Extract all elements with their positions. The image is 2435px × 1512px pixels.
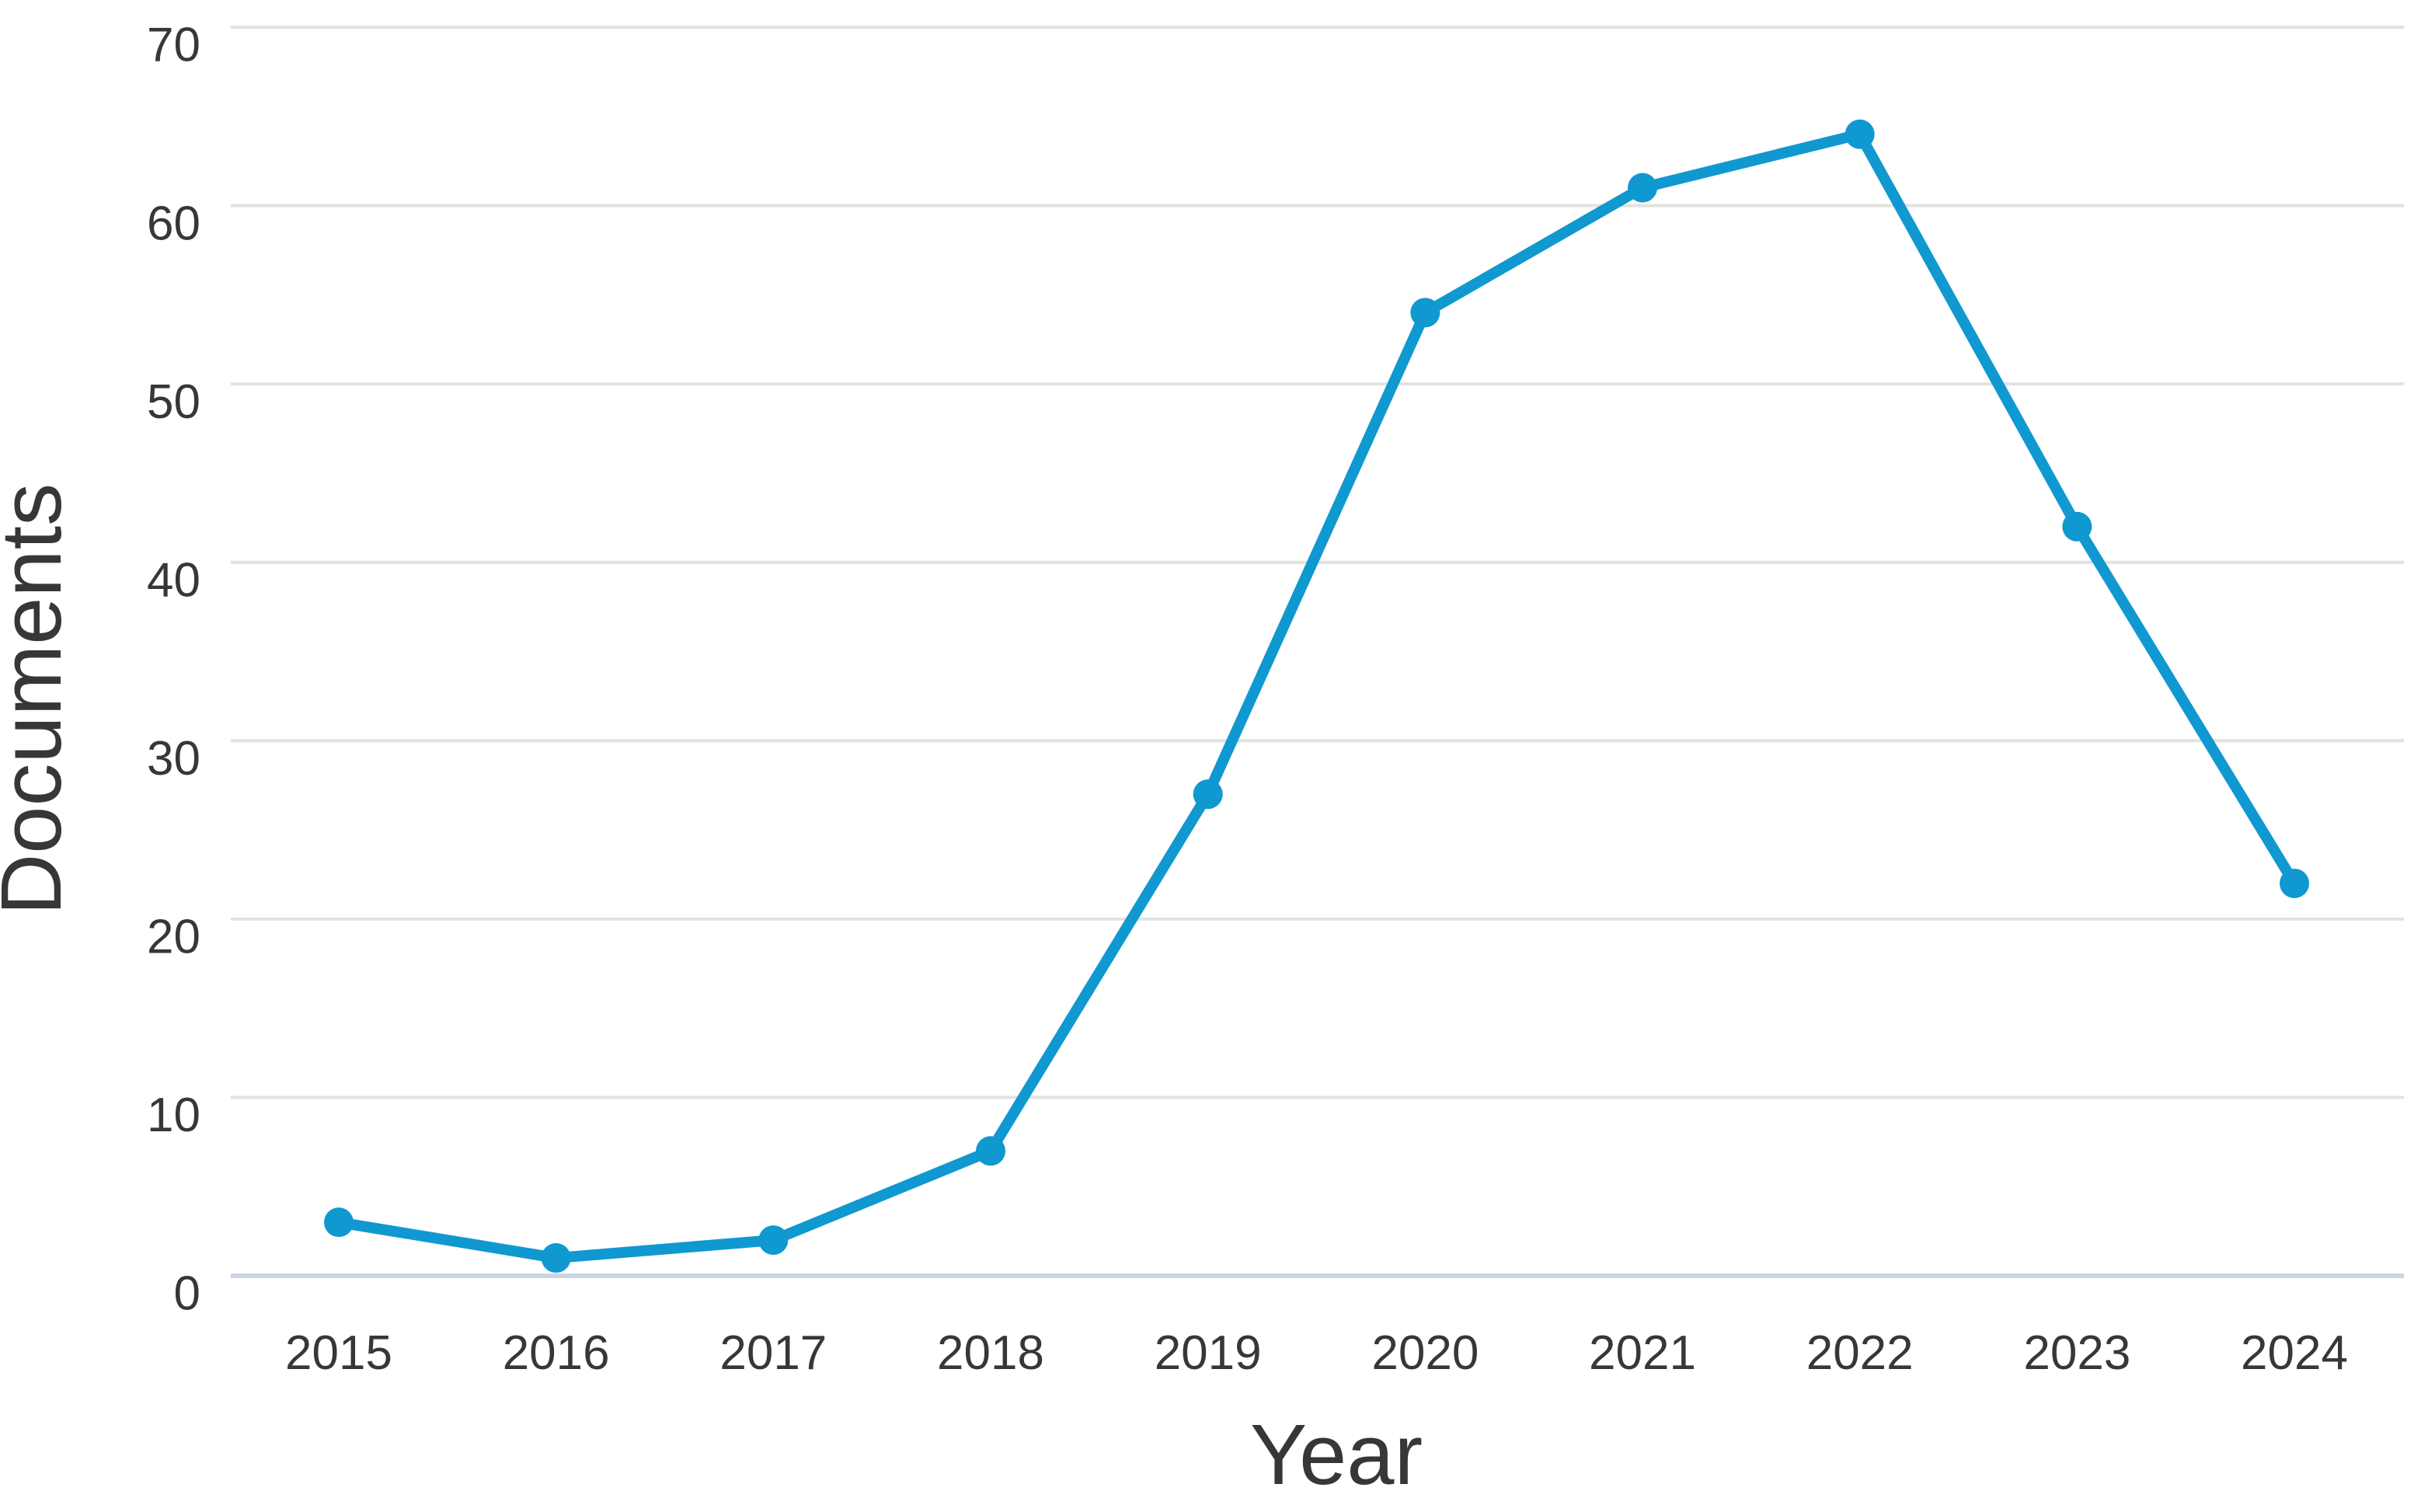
- data-point-marker[interactable]: [2062, 511, 2092, 542]
- x-tick-label: 2019: [1155, 1326, 1262, 1380]
- y-tick-label: 30: [147, 732, 200, 786]
- data-point-marker[interactable]: [2280, 868, 2310, 898]
- gridlines: [231, 26, 2404, 1278]
- x-axis-tick-labels: 2015 2016 2017 2018 2019 2020 2021 2022 2023 2024: [285, 1326, 2348, 1380]
- y-tick-label: 50: [147, 375, 200, 429]
- x-tick-label: 2021: [1589, 1326, 1696, 1380]
- y-tick-label: 0: [174, 1267, 200, 1321]
- y-tick-label: 20: [147, 911, 200, 964]
- x-tick-label: 2024: [2241, 1326, 2348, 1380]
- y-tick-label: 10: [147, 1089, 200, 1142]
- data-point-marker[interactable]: [1193, 779, 1223, 810]
- y-tick-label: 60: [147, 197, 200, 250]
- data-point-marker[interactable]: [976, 1136, 1006, 1166]
- x-axis-title: Year: [1250, 1407, 1423, 1503]
- data-point-marker[interactable]: [541, 1243, 571, 1273]
- x-tick-label: 2017: [719, 1326, 827, 1380]
- data-point-marker[interactable]: [324, 1207, 354, 1238]
- x-tick-label: 2023: [2023, 1326, 2130, 1380]
- y-axis-title: Documents: [0, 483, 79, 915]
- data-point-marker[interactable]: [1410, 298, 1440, 328]
- x-tick-label: 2018: [937, 1326, 1044, 1380]
- y-tick-label: 40: [147, 553, 200, 607]
- data-point-marker[interactable]: [758, 1225, 789, 1256]
- x-tick-label: 2016: [503, 1326, 610, 1380]
- series-line: [333, 128, 2301, 1264]
- data-point-marker[interactable]: [1628, 172, 1658, 203]
- data-series-layer: [324, 119, 2310, 1273]
- data-point-marker[interactable]: [1845, 119, 1875, 149]
- x-tick-label: 2020: [1371, 1326, 1479, 1380]
- x-tick-label: 2022: [1806, 1326, 1914, 1380]
- x-tick-label: 2015: [285, 1326, 392, 1380]
- y-axis-tick-labels: 0 10 20 30 40 50 60 70: [147, 19, 200, 1321]
- y-tick-label: 70: [147, 19, 200, 72]
